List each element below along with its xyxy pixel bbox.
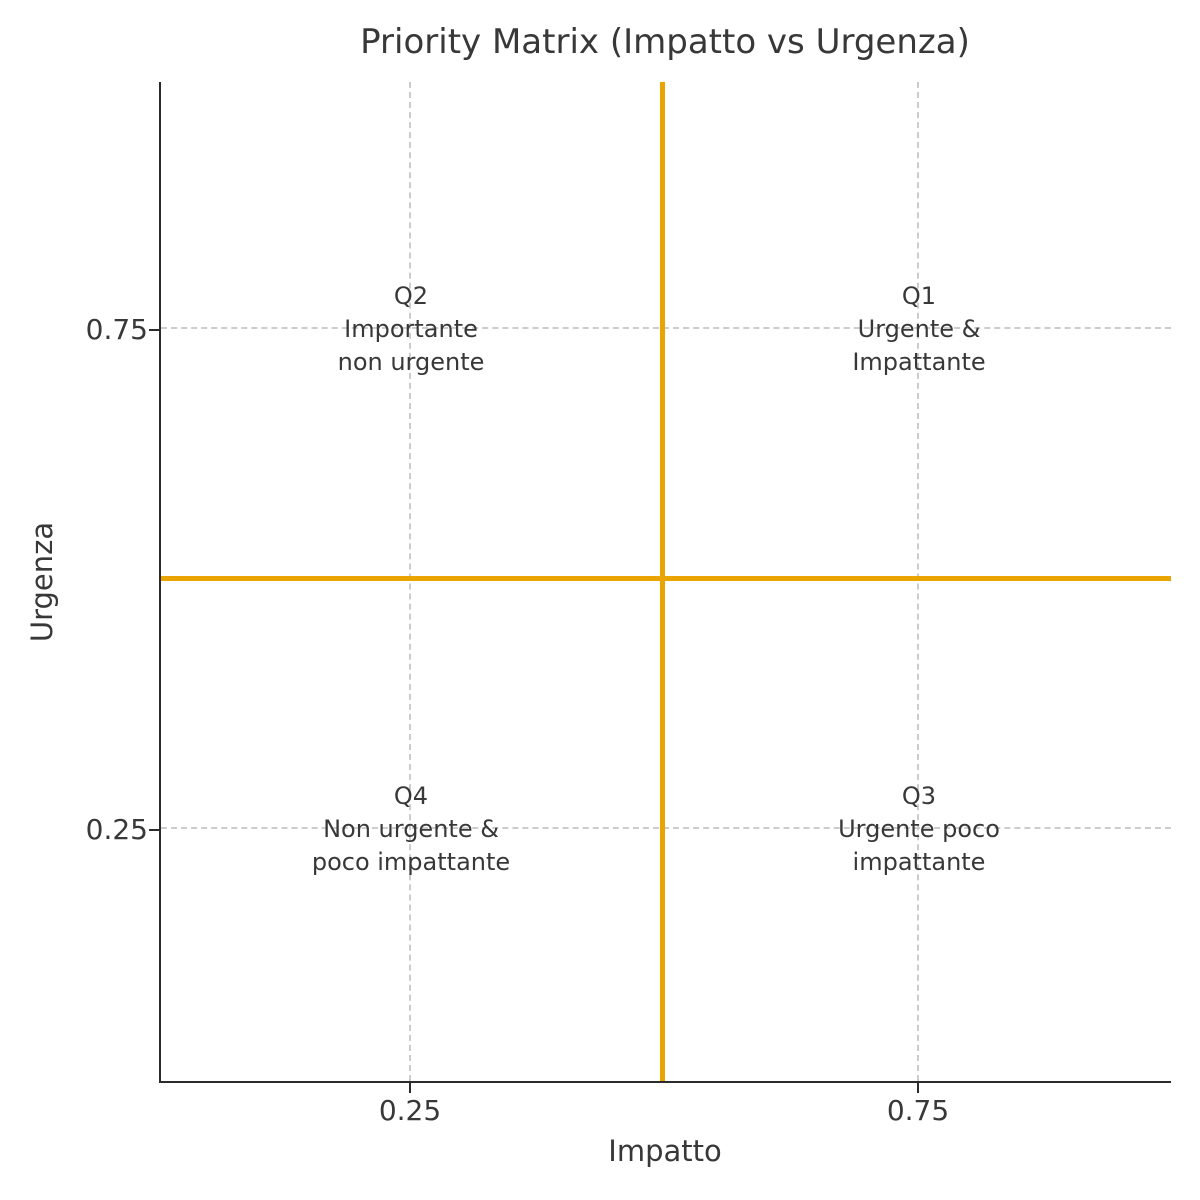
x-axis-label: Impatto bbox=[608, 1134, 722, 1168]
x-tick-label-075: 0.75 bbox=[886, 1094, 950, 1127]
horizontal-divider-line bbox=[161, 576, 1171, 581]
quadrant-label-q2: Q2 Importante non urgente bbox=[337, 282, 485, 376]
quadrant-label-q4: Q4 Non urgente & poco impattante bbox=[311, 782, 511, 876]
chart-title: Priority Matrix (Impatto vs Urgenza) bbox=[360, 22, 970, 62]
x-tick-label-025: 0.25 bbox=[378, 1094, 442, 1127]
vertical-divider-line bbox=[660, 82, 665, 1081]
quadrant-label-q1: Q1 Urgente & Impattante bbox=[852, 282, 986, 376]
gridline-horizontal-075 bbox=[161, 327, 1171, 329]
y-tick-label-025: 0.25 bbox=[85, 813, 148, 846]
gridline-vertical-075 bbox=[917, 82, 919, 1081]
x-tick-mark-025 bbox=[409, 1083, 411, 1093]
x-tick-mark-075 bbox=[917, 1083, 919, 1093]
y-tick-mark-025 bbox=[149, 829, 159, 831]
quadrant-label-q3: Q3 Urgente poco impattante bbox=[838, 782, 1000, 876]
y-axis-label: Urgenza bbox=[25, 521, 59, 643]
y-tick-label-075: 0.75 bbox=[85, 313, 148, 346]
plot-area: Q1 Urgente & Impattante Q2 Importante no… bbox=[159, 82, 1171, 1083]
gridline-horizontal-025 bbox=[161, 827, 1171, 829]
gridline-vertical-025 bbox=[409, 82, 411, 1081]
y-tick-mark-075 bbox=[149, 329, 159, 331]
